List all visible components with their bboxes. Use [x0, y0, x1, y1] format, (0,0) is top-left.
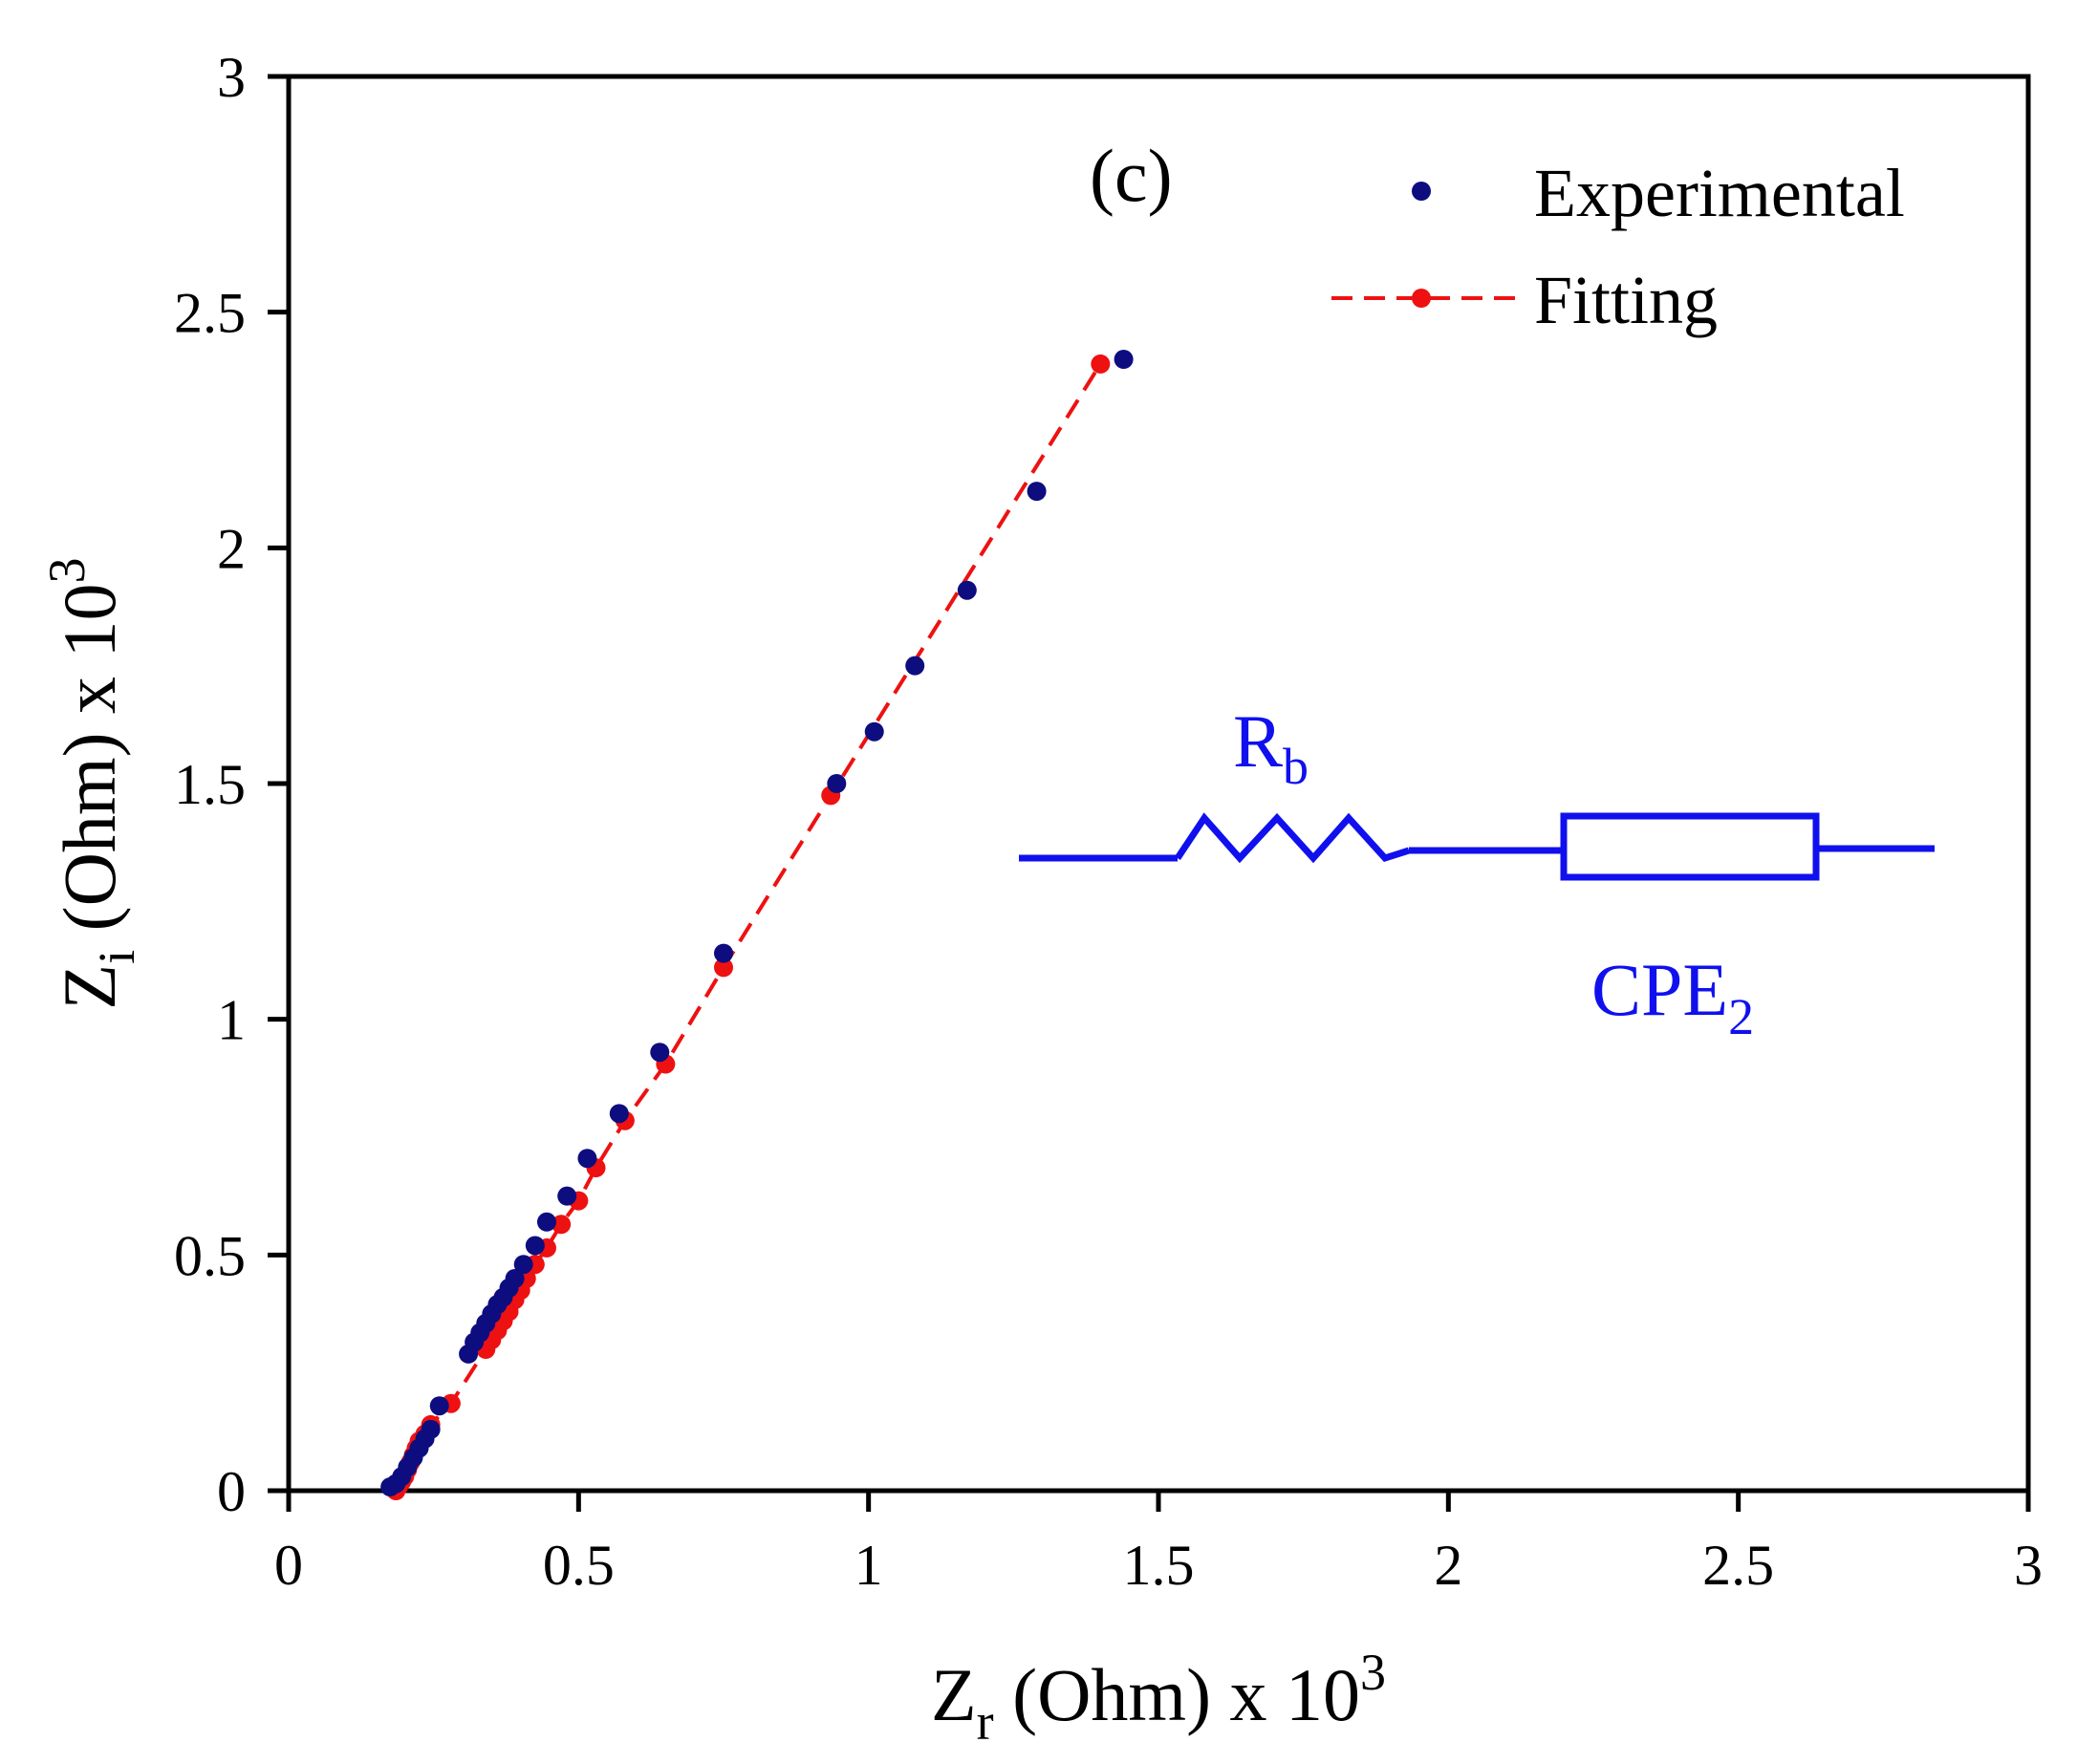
- experimental-point: [536, 1212, 556, 1232]
- x-tick-label: 0.5: [543, 1534, 615, 1597]
- x-tick-label: 0: [274, 1534, 303, 1597]
- equivalent-circuit-inset: [1019, 812, 1935, 881]
- x-tick-label: 1.5: [1123, 1534, 1195, 1597]
- x-tick-label: 3: [2014, 1534, 2043, 1597]
- legend-label-experimental: Experimental: [1534, 155, 1905, 231]
- experimental-point: [429, 1396, 449, 1416]
- experimental-point: [714, 943, 733, 963]
- y-axis-ticks: 0 0.5 1 1.5 2 2.5 3: [174, 46, 289, 1523]
- cpe-2-label: CPE2: [1591, 948, 1754, 1045]
- panel-label: (c): [1090, 134, 1173, 217]
- experimental-point: [957, 580, 977, 600]
- experimental-series: [380, 350, 1134, 1497]
- x-axis-ticks: 0 0.5 1 1.5 2 2.5 3: [274, 1491, 2043, 1597]
- experimental-point: [864, 721, 884, 742]
- cpe-2-symbol: [1560, 812, 1820, 881]
- x-axis-title: Zr (Ohm) x 103: [931, 1644, 1386, 1751]
- legend-label-fitting: Fitting: [1534, 262, 1718, 338]
- experimental-point: [380, 1477, 400, 1497]
- fitting-point: [714, 957, 733, 978]
- y-tick-label: 3: [217, 46, 246, 109]
- x-tick-label: 2: [1434, 1534, 1462, 1597]
- x-tick-label: 1: [855, 1534, 883, 1597]
- experimental-point: [525, 1236, 545, 1256]
- y-tick-label: 0: [217, 1460, 246, 1523]
- resistor-rb-symbol: [1175, 812, 1411, 864]
- y-tick-label: 1.5: [174, 753, 246, 816]
- y-axis-title: Zi (Ohm) x 103: [38, 557, 145, 1009]
- y-tick-label: 0.5: [174, 1224, 246, 1287]
- resistor-rb-label: Rb: [1233, 699, 1309, 795]
- experimental-point: [827, 774, 847, 793]
- experimental-point: [577, 1149, 597, 1169]
- experimental-point: [557, 1186, 577, 1206]
- legend-marker-experimental: [1412, 182, 1431, 201]
- experimental-point: [1114, 350, 1134, 369]
- fitting-point: [1091, 354, 1111, 374]
- y-tick-label: 1: [217, 989, 246, 1052]
- experimental-point: [513, 1255, 533, 1275]
- legend-marker-fitting: [1412, 289, 1431, 308]
- x-tick-label: 2.5: [1702, 1534, 1774, 1597]
- fitting-point: [552, 1215, 572, 1235]
- experimental-point: [609, 1104, 629, 1124]
- y-tick-label: 2.5: [174, 282, 246, 345]
- experimental-point: [459, 1344, 479, 1364]
- experimental-point: [1027, 482, 1047, 502]
- experimental-point: [905, 656, 925, 676]
- fitting-series: [386, 354, 1111, 1500]
- legend: Experimental Fitting: [1331, 155, 1905, 338]
- y-tick-label: 2: [217, 517, 246, 580]
- experimental-point: [650, 1043, 670, 1063]
- plot-frame: [286, 74, 2031, 1494]
